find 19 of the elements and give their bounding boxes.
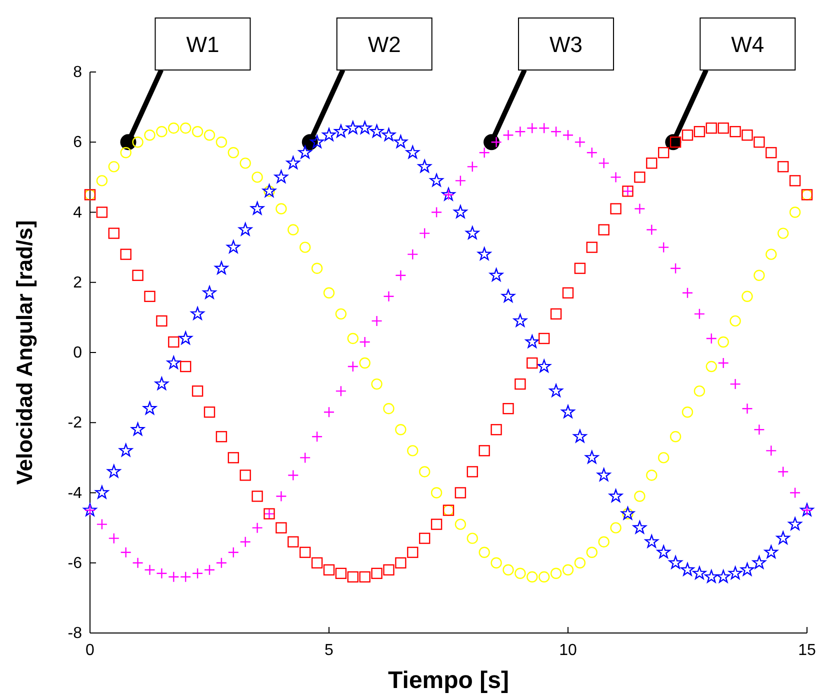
x-axis-title: Tiempo [s] bbox=[388, 667, 509, 694]
annotation: W3 bbox=[550, 32, 583, 57]
y-tick-label: -8 bbox=[68, 625, 82, 642]
y-tick-label: 4 bbox=[73, 204, 82, 222]
x-tick-label: 0 bbox=[86, 642, 95, 659]
annotation: W1 bbox=[186, 32, 220, 57]
y-tick-label: 2 bbox=[73, 274, 82, 292]
annotation: W2 bbox=[368, 32, 401, 57]
y-tick-label: 0 bbox=[73, 344, 82, 362]
y-tick-label: -4 bbox=[68, 484, 82, 502]
y-tick-label: 8 bbox=[73, 64, 82, 81]
y-tick-label: -2 bbox=[68, 414, 82, 432]
y-tick-label: 6 bbox=[73, 134, 82, 152]
y-axis-title: Velocidad Angular [rad/s] bbox=[12, 220, 37, 485]
x-tick-label: 15 bbox=[798, 642, 816, 659]
annotation: W4 bbox=[731, 32, 764, 57]
x-tick-label: 5 bbox=[324, 642, 334, 659]
y-tick-label: -6 bbox=[68, 554, 82, 572]
x-tick-label: 10 bbox=[559, 642, 577, 659]
